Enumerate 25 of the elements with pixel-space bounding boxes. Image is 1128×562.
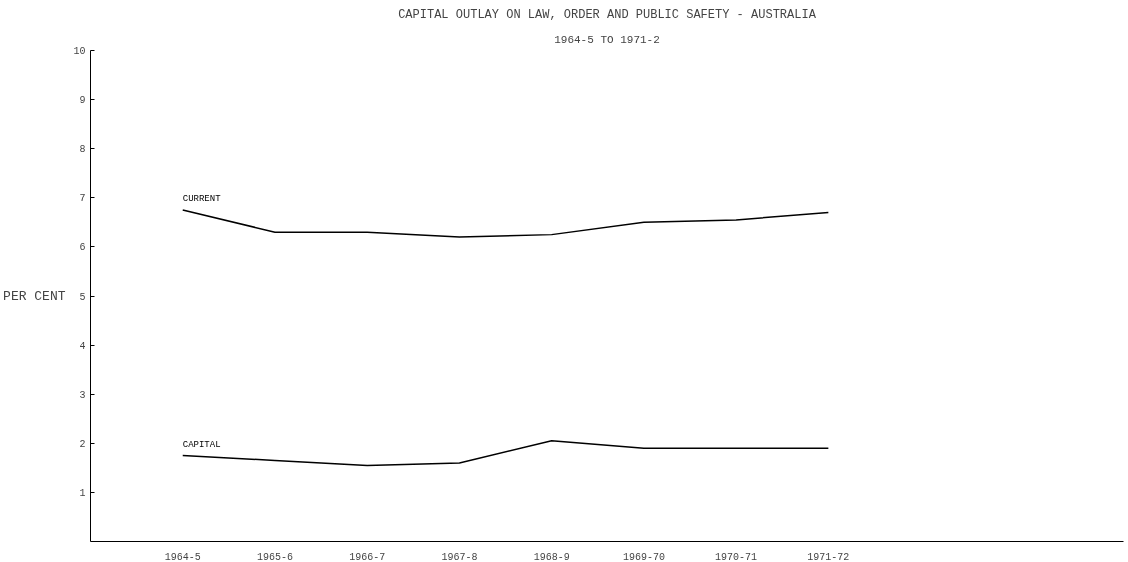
y-tick-label: 1 — [79, 487, 86, 499]
line-series — [181, 209, 830, 238]
series-label: CURRENT — [182, 194, 222, 205]
y-axis-title: PER CENT — [3, 288, 66, 304]
x-tick-label: 1968-9 — [533, 551, 570, 562]
y-tick-label: 2 — [79, 438, 86, 450]
series-label: CAPITAL — [182, 439, 221, 450]
y-tick-label: 7 — [79, 193, 86, 205]
y-tick-label: 5 — [79, 291, 86, 303]
x-tick-label: 1965-6 — [256, 551, 293, 562]
y-tick-label: 4 — [79, 340, 86, 352]
x-tick-label: 1964-5 — [164, 551, 201, 562]
line-series — [181, 440, 830, 467]
x-tick-label: 1966-7 — [349, 551, 386, 562]
x-tick-label: 1969-70 — [622, 551, 665, 562]
chart-title: CAPITAL OUTLAY ON LAW, ORDER AND PUBLIC SAFETY - AUSTRALIA — [398, 7, 817, 22]
y-tick-label: 10 — [73, 46, 86, 57]
x-tick-label: 1970-71 — [715, 551, 758, 562]
y-tick-label: 9 — [79, 95, 86, 107]
chart-subtitle: 1964-5 TO 1971-2 — [554, 33, 660, 46]
y-tick-label: 8 — [79, 144, 86, 156]
y-tick-label: 3 — [79, 389, 86, 401]
x-tick-label: 1967-8 — [441, 551, 478, 562]
x-tick-label: 1971-72 — [807, 551, 850, 562]
y-tick-label: 6 — [79, 242, 86, 254]
